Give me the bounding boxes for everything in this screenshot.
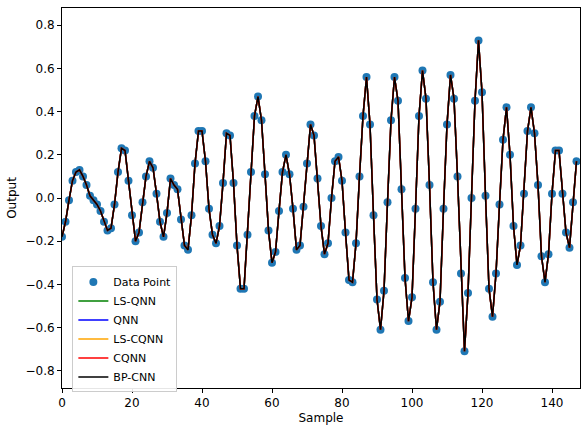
svg-text:Output: Output (5, 177, 19, 219)
svg-text:0.8: 0.8 (36, 18, 55, 32)
svg-text:0.0: 0.0 (36, 191, 55, 205)
svg-text:0: 0 (58, 396, 66, 410)
svg-text:0.4: 0.4 (36, 105, 55, 119)
svg-text:Sample: Sample (299, 411, 344, 425)
svg-text:40: 40 (194, 396, 209, 410)
svg-text:80: 80 (334, 396, 349, 410)
svg-text:140: 140 (541, 396, 564, 410)
svg-text:120: 120 (471, 396, 494, 410)
svg-text:LS-QNN: LS-QNN (113, 295, 156, 308)
svg-text:LS-CQNN: LS-CQNN (113, 333, 163, 346)
svg-text:0.6: 0.6 (36, 62, 55, 76)
svg-text:100: 100 (401, 396, 424, 410)
svg-text:−0.2: −0.2 (25, 234, 54, 248)
svg-text:0.2: 0.2 (36, 148, 55, 162)
svg-text:−0.4: −0.4 (25, 278, 54, 292)
svg-text:CQNN: CQNN (113, 352, 146, 365)
svg-text:60: 60 (264, 396, 279, 410)
svg-text:Data Point: Data Point (113, 276, 171, 289)
svg-text:20: 20 (124, 396, 139, 410)
svg-text:BP-CNN: BP-CNN (113, 371, 155, 384)
svg-text:−0.6: −0.6 (25, 321, 54, 335)
svg-text:−0.8: −0.8 (25, 364, 54, 378)
svg-text:QNN: QNN (113, 314, 138, 327)
